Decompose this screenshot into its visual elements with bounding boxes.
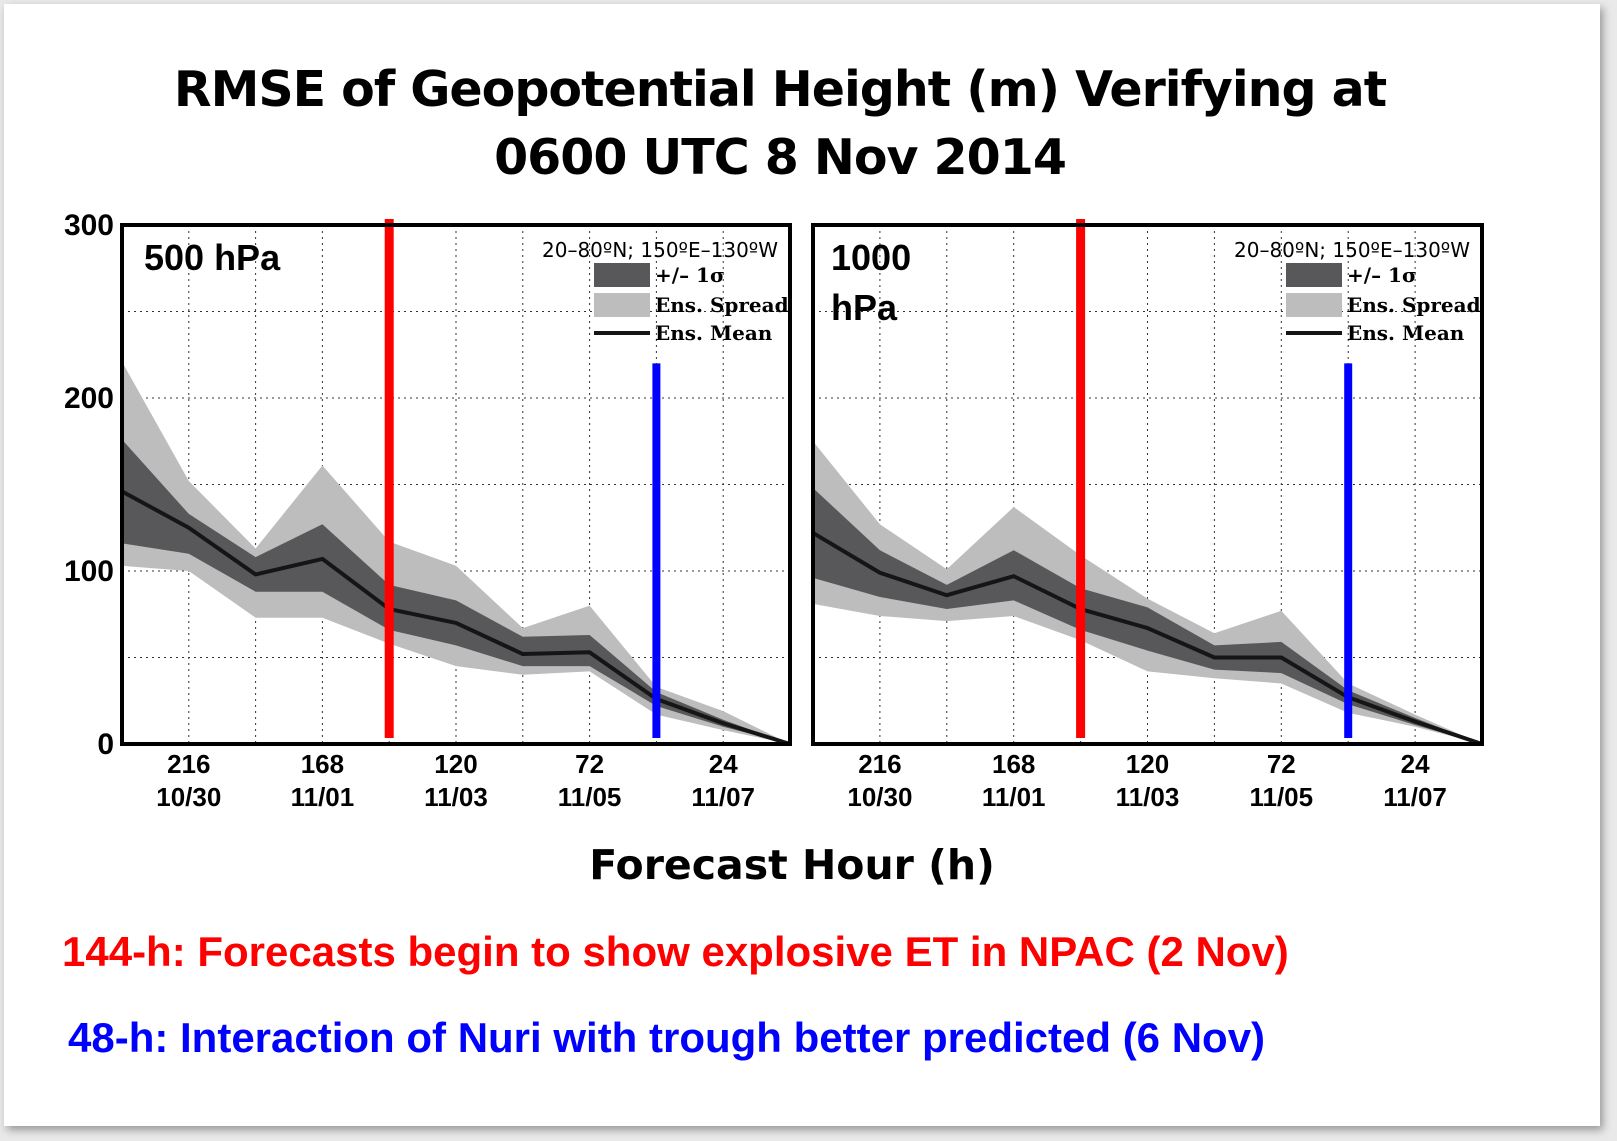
annotation-red: 144-h: Forecasts begin to show explosive… (62, 928, 1289, 975)
p0-ens-mean-point-72 (588, 650, 592, 654)
p0-legend-swatch-spread (594, 293, 650, 317)
p1-ens-mean-point-120 (1146, 626, 1149, 630)
p0-x-tick-label-216: 216 (167, 749, 210, 779)
p0-y-tick-label-0: 0 (97, 728, 114, 761)
p1-x-tick-date-72: 11/05 (1249, 782, 1313, 812)
p1-x-tick-date-216: 10/30 (847, 782, 912, 812)
p0-x-tick-label-24: 24 (709, 749, 738, 779)
p1-x-tick-label-120: 120 (1126, 749, 1169, 779)
p1-ens-mean-point-72 (1279, 656, 1283, 659)
p1-panel-label: 1000 hPa (831, 237, 911, 328)
p0-x-tick-date-168: 11/01 (291, 782, 355, 812)
p0-x-tick-label-72: 72 (575, 749, 604, 779)
p1-x-tick-label-216: 216 (858, 749, 901, 779)
p0-legend-label-sigma: +/– 1σ (655, 263, 725, 287)
p0-legend-label-spread: Ens. Spread (655, 293, 789, 317)
p0-ens-mean-point-24 (721, 721, 725, 725)
p0-ens-mean-point-96 (521, 652, 525, 656)
p0-ens-mean-point-168 (320, 557, 324, 561)
p1-x-tick-date-168: 11/01 (982, 782, 1046, 812)
chart-title-line-2: 0600 UTC 8 Nov 2014 (494, 129, 1066, 186)
p0-x-tick-date-216: 10/30 (156, 782, 221, 812)
p1-x-tick-label-72: 72 (1267, 749, 1296, 779)
x-axis-label: Forecast Hour (h) (589, 841, 995, 889)
chart-title-line-1: RMSE of Geopotential Height (m) Verifyin… (174, 61, 1387, 118)
panel-500hpa: 010020030021610/3016811/0112011/037211/0… (64, 209, 792, 812)
p1-ens-mean-point-216 (878, 571, 882, 575)
p1-legend-swatch-sigma (1286, 263, 1342, 287)
annotation-blue: 48-h: Interaction of Nuri with trough be… (68, 1014, 1265, 1061)
p0-ens-mean-point-192 (254, 572, 258, 576)
p0-legend-swatch-sigma (594, 263, 650, 287)
p1-x-tick-label-168: 168 (992, 749, 1035, 779)
p1-ens-mean-point-168 (1012, 574, 1016, 578)
p0-ens-mean-point-120 (454, 621, 458, 625)
p1-ens-mean-point-96 (1212, 656, 1216, 659)
p1-x-tick-date-120: 11/03 (1116, 782, 1180, 812)
p0-x-tick-date-120: 11/03 (424, 782, 488, 812)
p0-ens-mean-point-216 (187, 526, 191, 530)
p1-region-label: 20–80ºN; 150ºE–130ºW (1234, 238, 1470, 262)
p0-x-tick-date-24: 11/07 (691, 782, 755, 812)
p1-legend-swatch-spread (1286, 293, 1342, 317)
p1-x-tick-label-24: 24 (1401, 749, 1430, 779)
p0-legend-label-mean: Ens. Mean (655, 321, 773, 345)
p1-legend-label-mean: Ens. Mean (1347, 321, 1465, 345)
p1-sigma-band (813, 487, 1482, 744)
p0-region-label: 20–80ºN; 150ºE–130ºW (542, 238, 778, 262)
p0-y-tick-label-300: 300 (64, 209, 114, 242)
p0-x-tick-label-168: 168 (301, 749, 344, 779)
p1-plot-frame (811, 223, 1484, 746)
p0-y-tick-label-100: 100 (64, 555, 114, 588)
p1-ens-mean-point-192 (945, 593, 949, 597)
p0-plot-frame (120, 223, 792, 746)
p1-ens-mean-point-24 (1413, 720, 1417, 724)
p0-x-tick-label-120: 120 (434, 749, 477, 779)
p0-sigma-band (122, 439, 790, 744)
p0-x-tick-date-72: 11/05 (558, 782, 622, 812)
p0-y-tick-label-200: 200 (64, 382, 114, 415)
p1-legend-label-sigma: +/– 1σ (1347, 263, 1417, 287)
p1-x-tick-date-24: 11/07 (1383, 782, 1447, 812)
p0-ens-spread-band (122, 361, 790, 744)
p1-legend-label-spread: Ens. Spread (1347, 293, 1481, 317)
p0-panel-label: 500 hPa (144, 237, 281, 278)
